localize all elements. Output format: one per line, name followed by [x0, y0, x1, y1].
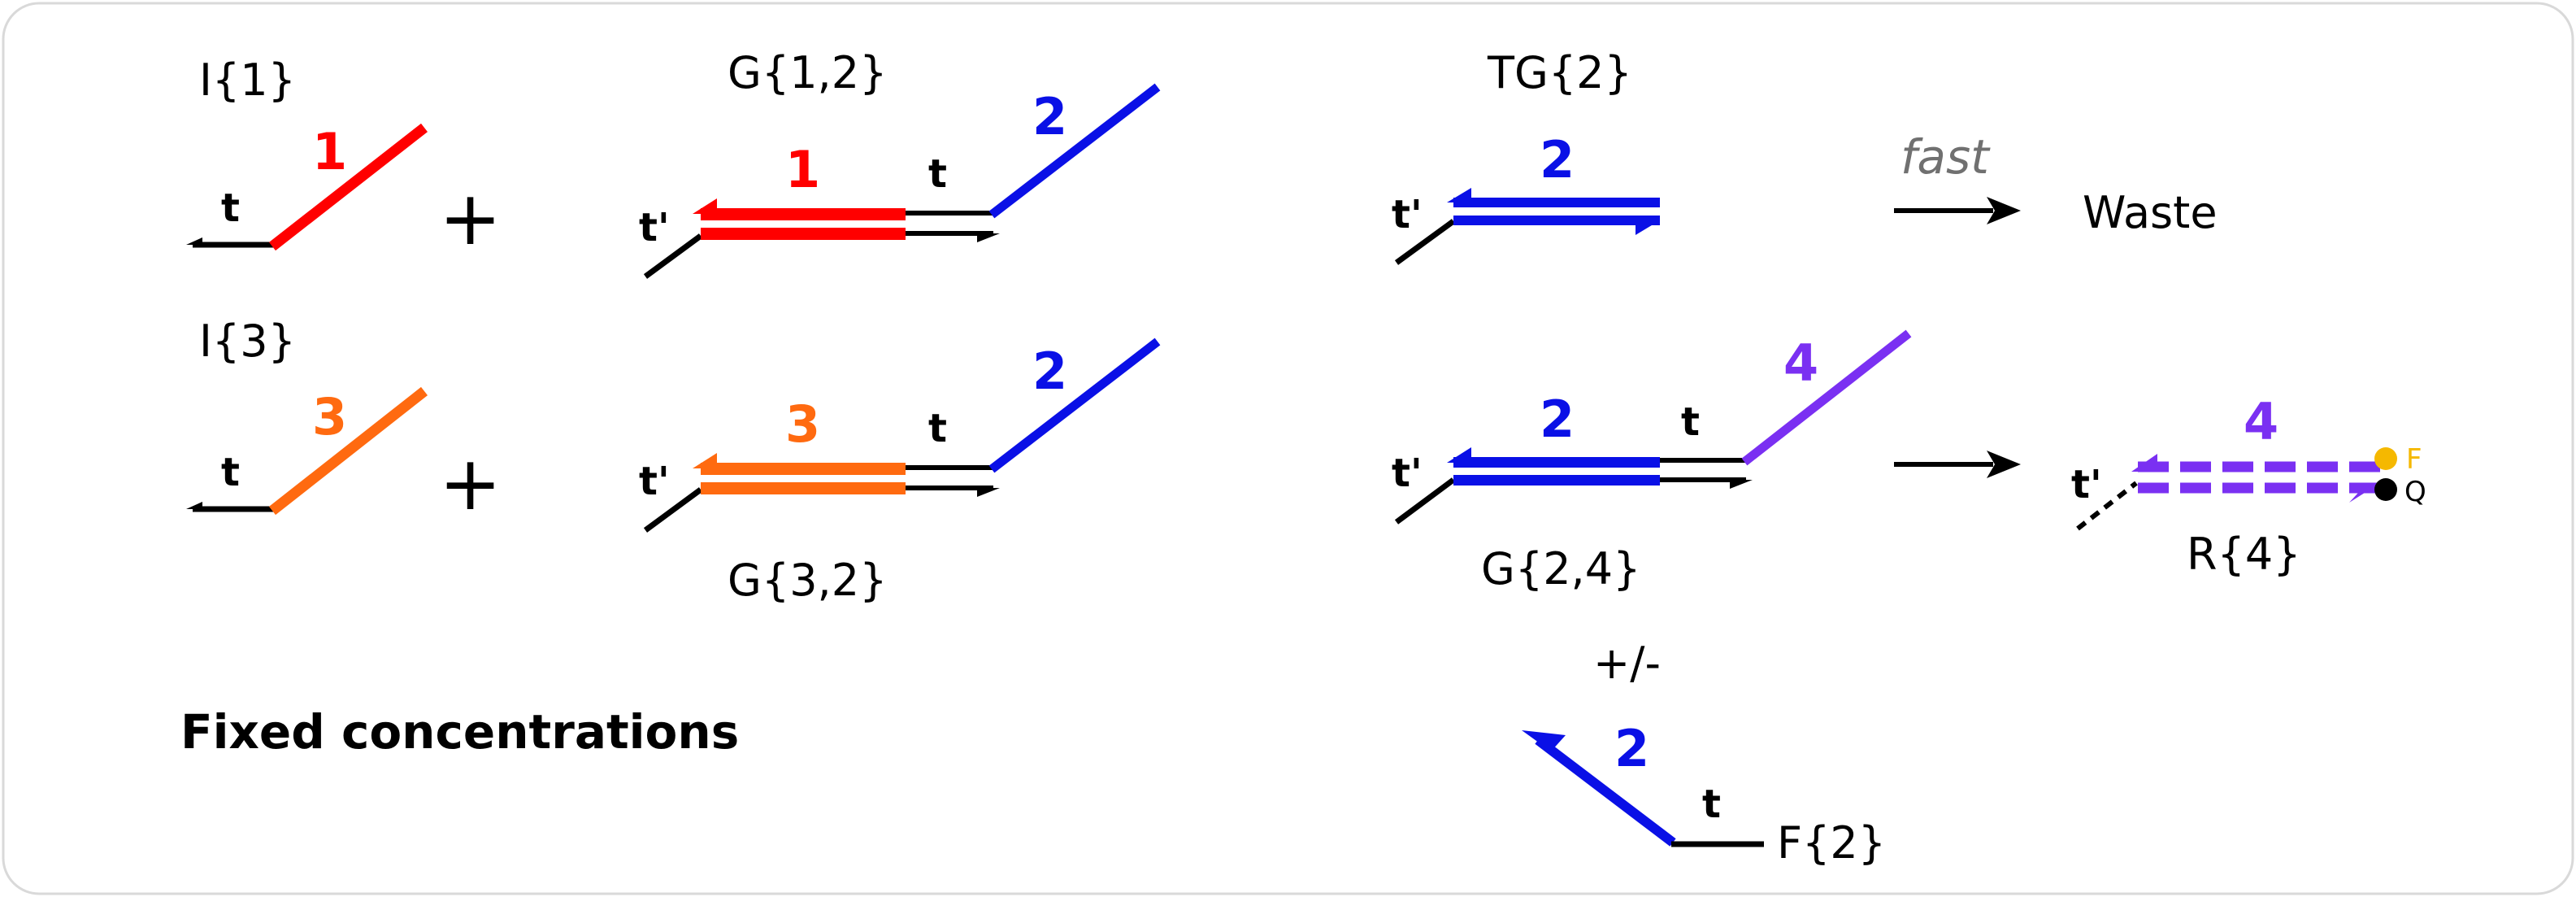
r4-label: R{4}	[2187, 529, 2301, 580]
waste-label: Waste	[2083, 187, 2218, 238]
i1-domain-label: 1	[312, 122, 347, 181]
fluorophore-circle-icon	[2374, 447, 2397, 470]
g24-bottom-strand	[1453, 475, 1660, 486]
f2-domain2-line	[1535, 736, 1676, 847]
tg2-tprime-label: t'	[1392, 192, 1423, 237]
i3-arrowhead	[186, 502, 202, 509]
input-strand-i3: I{3} t 3	[186, 316, 428, 516]
i3-toehold-label: t	[221, 450, 240, 495]
gate-g12: G{1,2} t' 1 t 2	[639, 47, 1161, 279]
g12-domain2-label: 2	[1032, 87, 1067, 146]
g12-top-arrowhead	[693, 198, 717, 214]
g32-tprime-stub	[643, 487, 703, 533]
g12-toehold-label: t	[928, 151, 947, 197]
g24-top-arrowhead	[1447, 447, 1471, 463]
g24-toehold-arrowhead	[1730, 480, 1753, 489]
g12-domain1-label: 1	[785, 140, 820, 199]
input-strand-i1: I{1} t 1	[186, 54, 428, 251]
i3-label: I{3}	[199, 316, 296, 367]
r4-domain4-label: 4	[2244, 392, 2278, 451]
i1-toehold-label: t	[221, 185, 240, 231]
g24-domain4-line	[1741, 329, 1912, 466]
i1-arrowhead	[186, 237, 202, 245]
g32-domain3-label: 3	[785, 394, 820, 454]
reporter-reaction-arrow	[1894, 451, 2021, 478]
r4-top-arrowhead	[2131, 454, 2157, 472]
g12-top-strand	[701, 208, 906, 220]
f2-label: F{2}	[1777, 817, 1886, 869]
right-arrowhead-icon	[1987, 451, 2021, 478]
fast-reaction-arrow: fast	[1894, 129, 2021, 224]
threshold-gate-tg2: TG{2} t' 2	[1392, 47, 1660, 265]
g24-tprime-label: t'	[1392, 451, 1423, 496]
g32-toehold-label: t	[928, 406, 947, 451]
g32-top-arrowhead	[693, 453, 717, 468]
gate-g24: t' 2 t 4 G{2,4}	[1392, 329, 1912, 594]
fluorophore-label: F	[2406, 443, 2422, 476]
plus-minus-label: +/-	[1593, 638, 1661, 689]
g12-domain2-line	[988, 83, 1161, 219]
reporter-r4: t' 4 F Q R{4}	[2071, 392, 2426, 580]
fast-label: fast	[1901, 129, 1991, 185]
i1-domain-line	[268, 123, 428, 251]
r4-tprime-stub	[2076, 481, 2138, 531]
g24-toehold-label: t	[1681, 399, 1700, 445]
fixed-concentrations-title: Fixed concentrations	[180, 704, 739, 760]
tg2-top-arrowhead	[1447, 188, 1471, 202]
tg2-bottom-arrowhead	[1636, 220, 1660, 235]
g24-tprime-stub	[1394, 477, 1456, 525]
plus-sign-top: +	[439, 175, 502, 262]
r4-tprime-label: t'	[2071, 462, 2102, 507]
quencher-circle-icon	[2374, 478, 2397, 501]
g24-domain4-label: 4	[1783, 333, 1818, 393]
r4-bottom-arrowhead	[2349, 483, 2380, 503]
g12-tprime-label: t'	[639, 205, 670, 250]
right-arrowhead-icon	[1987, 197, 2021, 224]
fuel-strand-f2: 2 t F{2}	[1522, 719, 1886, 869]
tg2-bottom-strand	[1453, 216, 1660, 225]
g32-bottom-strand	[701, 482, 906, 494]
g12-bottom-strand	[701, 228, 906, 240]
g12-label: G{1,2}	[728, 47, 887, 98]
gate-g32: t' 3 t 2 G{3,2}	[639, 337, 1161, 606]
i1-label: I{1}	[199, 54, 296, 106]
quencher-label: Q	[2404, 476, 2426, 508]
g32-toehold-arrowhead	[977, 488, 1000, 497]
tg2-tprime-stub	[1394, 219, 1456, 265]
g32-top-strand	[701, 463, 906, 475]
i3-domain-label: 3	[312, 387, 347, 446]
f2-arrowhead	[1522, 730, 1566, 751]
g24-top-strand	[1453, 457, 1660, 468]
g12-toehold-arrowhead	[977, 233, 1000, 242]
g32-label: G{3,2}	[728, 555, 887, 606]
g32-domain2-label: 2	[1032, 342, 1067, 401]
f2-toehold-label: t	[1702, 782, 1721, 827]
g12-tprime-stub	[643, 233, 703, 279]
g24-label: G{2,4}	[1481, 543, 1640, 594]
g24-domain2-label: 2	[1540, 390, 1575, 449]
tg2-top-strand	[1453, 198, 1660, 207]
plus-sign-bottom: +	[439, 440, 502, 527]
i3-domain-line	[268, 386, 428, 516]
f2-domain2-label: 2	[1614, 719, 1649, 778]
g32-tprime-label: t'	[639, 459, 670, 504]
tg2-label: TG{2}	[1487, 47, 1632, 98]
g32-domain2-line	[988, 337, 1161, 473]
tg2-domain2-label: 2	[1540, 130, 1575, 189]
